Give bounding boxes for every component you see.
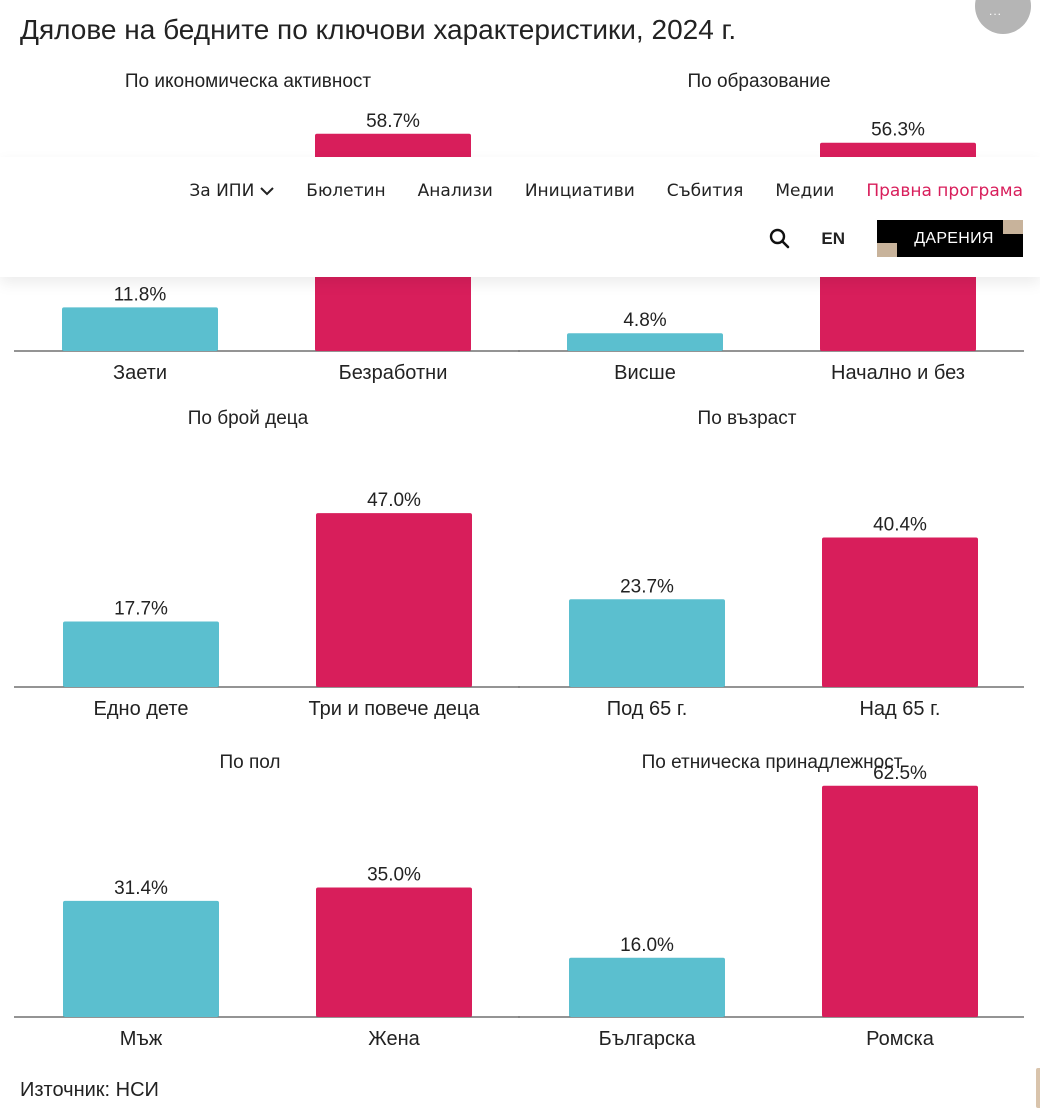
data-label: 56.3% [871, 120, 925, 141]
donate-button[interactable]: ДАРЕНИЯ [877, 220, 1023, 257]
chart-title: По образование [687, 71, 830, 92]
data-label: 4.8% [623, 310, 666, 331]
data-label: 35.0% [367, 865, 421, 886]
data-label: 62.5% [873, 763, 927, 784]
data-label: 31.4% [114, 878, 168, 899]
nav-item-about[interactable]: За ИПИ [189, 181, 275, 201]
chart-title: По възраст [698, 408, 797, 429]
side-tab[interactable] [1036, 1068, 1040, 1108]
nav-item-media[interactable]: Медии [775, 181, 835, 201]
category-label: Мъж [120, 1028, 163, 1050]
main-menu: За ИПИ Бюлетин Анализи Инициативи Събити… [189, 181, 1023, 201]
nav-item-initiatives[interactable]: Инициативи [524, 181, 635, 201]
data-label: 40.4% [873, 515, 927, 536]
source-note: Източник: НСИ [20, 1079, 159, 1101]
donate-accent [877, 243, 897, 257]
bar [569, 957, 725, 1017]
category-label: Българска [599, 1028, 697, 1050]
donate-label: ДАРЕНИЯ [914, 229, 994, 247]
category-label: Висше [614, 362, 676, 384]
chart-title: По етническа принадлежност [642, 752, 903, 773]
bar [822, 785, 978, 1017]
nav-item-events[interactable]: Събития [666, 181, 744, 201]
bar [316, 887, 472, 1017]
category-label: Заети [113, 362, 167, 384]
bar [822, 537, 978, 687]
chevron-down-icon [260, 187, 275, 196]
data-label: 58.7% [366, 111, 420, 132]
category-label: Безработни [339, 362, 448, 384]
data-label: 11.8% [114, 284, 167, 305]
category-label: Над 65 г. [859, 698, 940, 720]
bar [62, 307, 218, 351]
bar [569, 599, 725, 687]
donate-accent [1003, 220, 1023, 234]
bar [567, 333, 723, 351]
chart-title: По пол [219, 752, 280, 773]
site-navbar: За ИПИ Бюлетин Анализи Инициативи Събити… [0, 157, 1040, 277]
category-label: Едно дете [94, 698, 189, 720]
nav-item-analyses[interactable]: Анализи [417, 181, 493, 201]
data-label: 16.0% [620, 935, 674, 956]
data-label: 47.0% [367, 490, 421, 511]
search-icon[interactable] [767, 226, 793, 252]
page-title: Дялове на бедните по ключови характерист… [20, 14, 737, 45]
category-label: Ромска [866, 1028, 935, 1050]
nav-actions: EN ДАРЕНИЯ [767, 220, 1023, 257]
chart-title: По икономическа активност [125, 71, 372, 92]
data-label: 17.7% [114, 599, 168, 620]
chart-title: По брой деца [188, 408, 309, 429]
language-switch[interactable]: EN [821, 228, 845, 248]
category-label: Жена [368, 1028, 420, 1050]
bar [63, 900, 219, 1017]
category-label: Начално и без [831, 362, 965, 384]
nav-item-bulletin[interactable]: Бюлетин [306, 181, 386, 201]
category-label: Под 65 г. [607, 698, 688, 720]
category-label: Три и повече деца [309, 698, 481, 720]
nav-item-legal-program[interactable]: Правна програма [866, 181, 1023, 201]
bar [316, 513, 472, 687]
data-label: 23.7% [620, 576, 674, 597]
bar [63, 621, 219, 687]
